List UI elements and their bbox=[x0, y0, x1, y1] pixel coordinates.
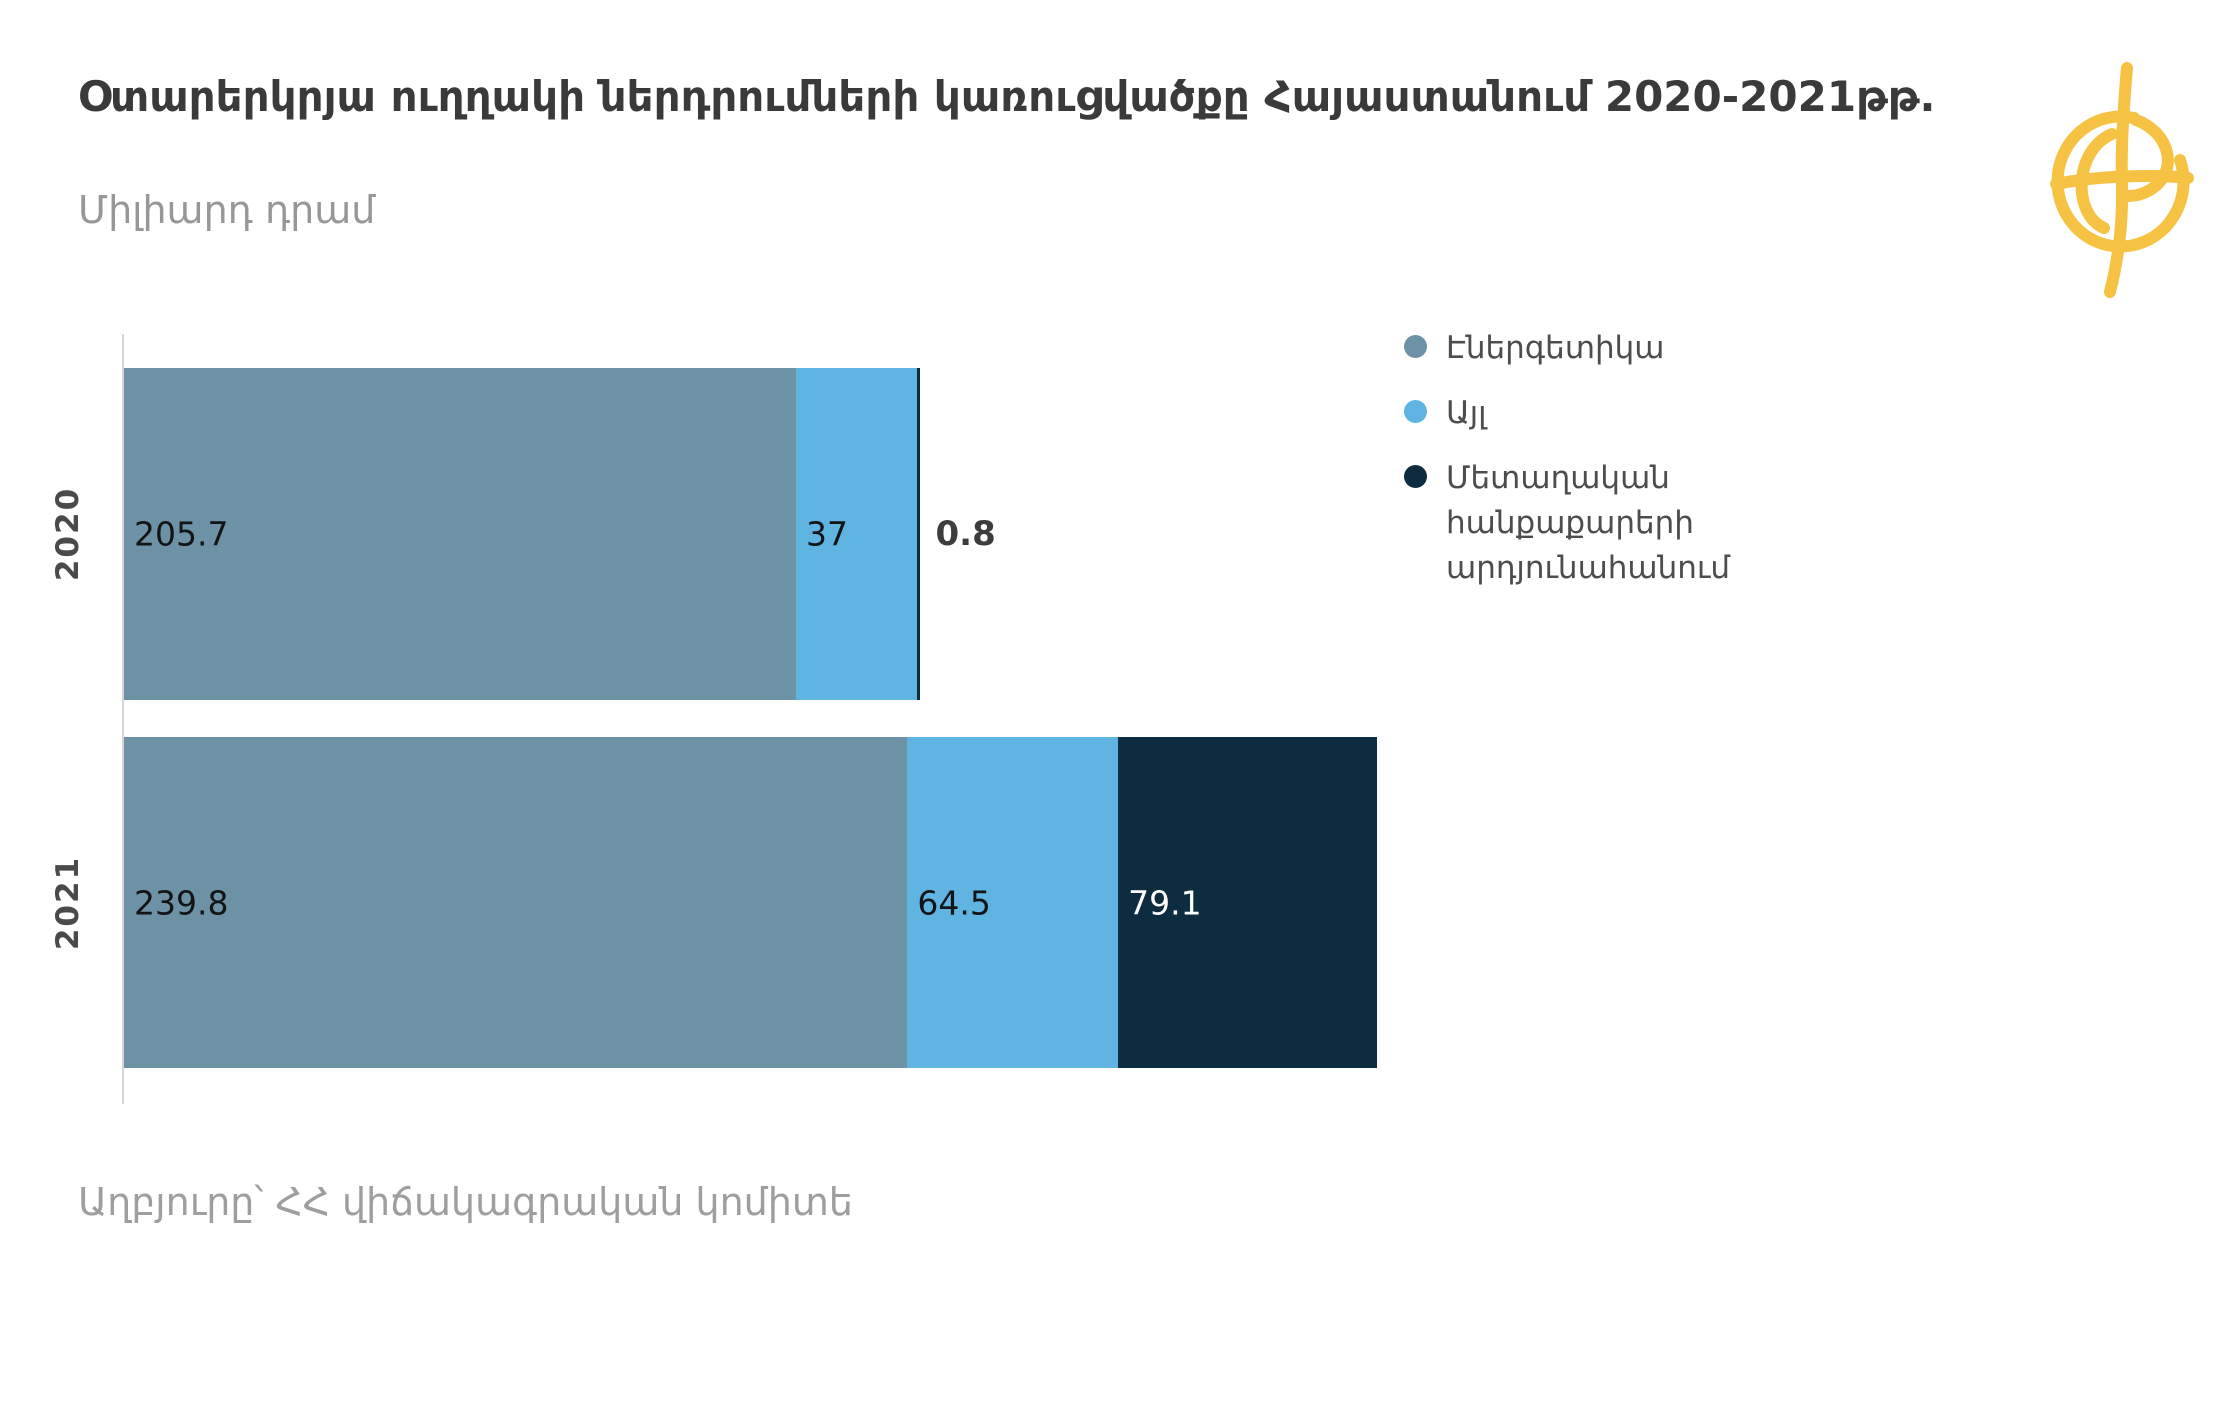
value-label-2020-series3: 0.8 bbox=[935, 514, 996, 554]
legend: Էներգետիկա Այլ Մետաղական հանքաքարերի արդյո… bbox=[1404, 326, 1746, 591]
bar-row-2020: 205.7 37 0.8 bbox=[124, 368, 2124, 700]
bar-segment-2021-series3: 79.1 bbox=[1118, 737, 1377, 1068]
value-label-2020-series2: 37 bbox=[806, 514, 849, 554]
legend-dot-icon bbox=[1404, 335, 1427, 358]
civilnet-globe-logo bbox=[2050, 62, 2194, 298]
legend-label: Մետաղական հանքաքարերի արդյունահանում bbox=[1446, 459, 1731, 586]
legend-item-2: Այլ bbox=[1404, 391, 1746, 436]
bar-row-2021: 239.8 64.5 79.1 bbox=[124, 737, 2124, 1068]
bar-segment-2020-series3 bbox=[916, 368, 920, 700]
chart-title: Օտարերկրյա ուղղակի ներդրումների կառուցվա… bbox=[78, 72, 1936, 121]
legend-label: Էներգետիկա bbox=[1446, 330, 1665, 366]
legend-label: Այլ bbox=[1446, 394, 1487, 431]
legend-dot-icon bbox=[1404, 399, 1427, 423]
value-label-2020-series1: 205.7 bbox=[134, 514, 229, 554]
bar-segment-2021-series2: 64.5 bbox=[907, 737, 1119, 1068]
chart-subtitle: Միլիարդ դրամ bbox=[78, 188, 376, 232]
category-label-2020: 2020 bbox=[50, 486, 86, 582]
legend-dot-icon bbox=[1404, 464, 1427, 488]
value-label-2021-series3: 79.1 bbox=[1128, 883, 1202, 922]
bar-segment-2021-series1: 239.8 bbox=[124, 737, 908, 1068]
legend-item-1: Էներգետիկա bbox=[1404, 326, 1746, 371]
value-label-2021-series1: 239.8 bbox=[134, 883, 229, 922]
source-note: Աղբյուրը՝ ՀՀ վիճակագրական կոմիտե bbox=[78, 1180, 853, 1224]
bar-segment-2020-series2: 37 bbox=[796, 368, 917, 700]
bar-segment-2020-series1: 205.7 bbox=[124, 368, 797, 700]
y-axis-line bbox=[122, 334, 124, 1104]
legend-item-3: Մետաղական հանքաքարերի արդյունահանում bbox=[1404, 456, 1746, 591]
category-label-2021: 2021 bbox=[50, 855, 86, 950]
value-label-2021-series2: 64.5 bbox=[917, 883, 991, 922]
